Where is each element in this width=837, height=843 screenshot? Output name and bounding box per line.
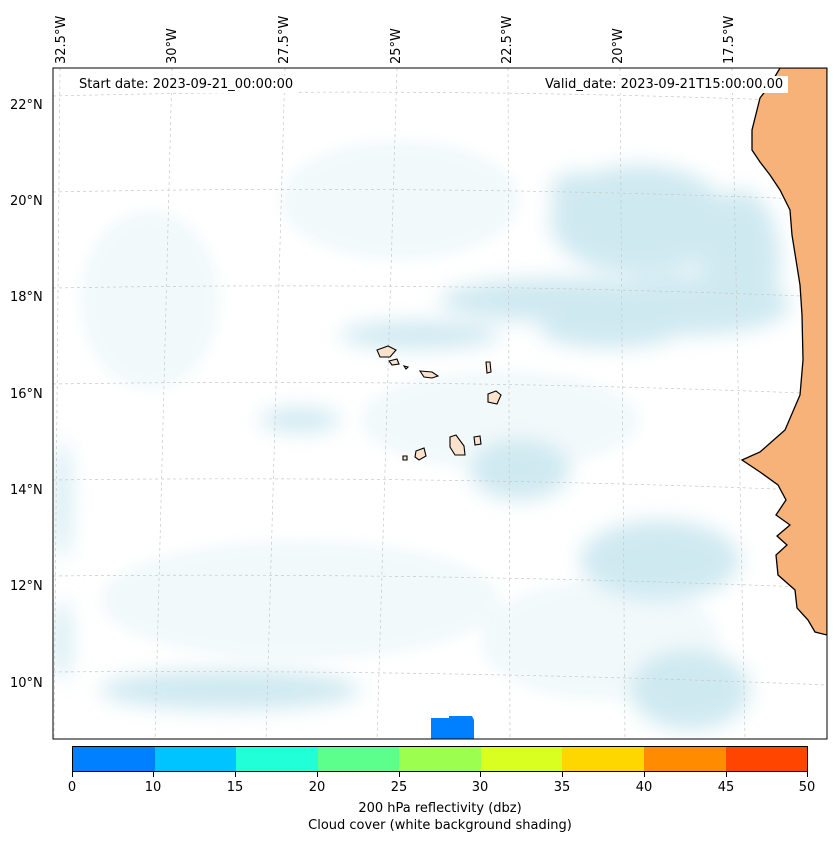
island-santiago: [449, 434, 466, 456]
lon-label-22-5w: 22.5°W: [500, 15, 515, 64]
lon-label-32-5w: 32.5°W: [54, 15, 69, 64]
colorbar-segment-6: [562, 747, 644, 771]
map-frame: [52, 67, 828, 740]
island-sao-vicente: [388, 358, 400, 366]
colorbar-segment-0: [73, 747, 155, 771]
lat-label-12n: 12°N: [10, 579, 43, 594]
colorbar-tick: [72, 772, 73, 777]
colorbar-tick-label: 50: [798, 780, 816, 795]
colorbar-label: 200 hPa reflectivity (dbz): [358, 801, 522, 816]
island-maio: [473, 435, 482, 446]
colorbar-tick: [317, 772, 318, 777]
colorbar-tick-label: 35: [553, 780, 571, 795]
colorbar-segment-5: [480, 747, 563, 771]
colorbar-tick: [153, 772, 154, 777]
island-santa-luzia: [402, 365, 410, 370]
colorbar-tick: [562, 772, 563, 777]
colorbar-segment-2: [236, 747, 318, 771]
island-sao-nicolau: [418, 370, 440, 379]
colorbar-tick-label: 15: [226, 780, 244, 795]
colorbar-tick: [644, 772, 645, 777]
lat-label-20n: 20°N: [10, 194, 43, 209]
island-fogo: [414, 447, 427, 461]
colorbar-tick-label: 20: [308, 780, 326, 795]
colorbar-tick-label: 30: [471, 780, 489, 795]
colorbar-tick: [726, 772, 727, 777]
colorbar-tick-label: 45: [717, 780, 735, 795]
lon-label-30w: 30°W: [165, 28, 180, 64]
start-date-label: Start date: 2023-09-21_00:00:00: [74, 76, 299, 93]
lat-label-10n: 10°N: [10, 676, 43, 691]
colorbar-tick-label: 10: [144, 780, 162, 795]
colorbar-tick: [399, 772, 400, 777]
colorbar-tick-label: 25: [390, 780, 408, 795]
lon-label-20w: 20°W: [611, 28, 626, 64]
island-brava: [402, 455, 408, 461]
colorbar-tick-label: 0: [67, 780, 77, 795]
colorbar-tick: [235, 772, 236, 777]
island-sal: [485, 361, 492, 374]
reflectivity-patch: [431, 716, 474, 739]
colorbar-segment-8: [725, 747, 808, 771]
colorbar-segment-7: [643, 747, 726, 771]
colorbar-segment-4: [399, 747, 481, 771]
cape-verde-islands: [376, 345, 502, 461]
colorbar-segment-1: [154, 747, 237, 771]
colorbar-sublabel: Cloud cover (white background shading): [308, 818, 572, 833]
colorbar-tick-label: 40: [635, 780, 653, 795]
african-coastline: [740, 68, 827, 636]
gridlines: [53, 68, 827, 739]
colorbar-tick: [480, 772, 481, 777]
colorbar-segment-3: [317, 747, 400, 771]
lon-label-17-5w: 17.5°W: [722, 15, 737, 64]
valid-date-label: Valid_date: 2023-09-21T15:00:00.00: [540, 76, 789, 93]
lat-label-22n: 22°N: [10, 98, 43, 113]
cloud-cover-shading: [54, 165, 790, 730]
lon-label-27-5w: 27.5°W: [277, 15, 292, 64]
lon-label-25w: 25°W: [389, 28, 404, 64]
island-santo-antao: [376, 345, 397, 358]
cloud-cover-faint: [80, 140, 720, 700]
lat-label-16n: 16°N: [10, 387, 43, 402]
reflectivity-colorbar: [72, 746, 808, 772]
island-boa-vista: [487, 390, 502, 405]
lat-label-18n: 18°N: [10, 290, 43, 305]
colorbar-tick: [807, 772, 808, 777]
lat-label-14n: 14°N: [10, 483, 43, 498]
